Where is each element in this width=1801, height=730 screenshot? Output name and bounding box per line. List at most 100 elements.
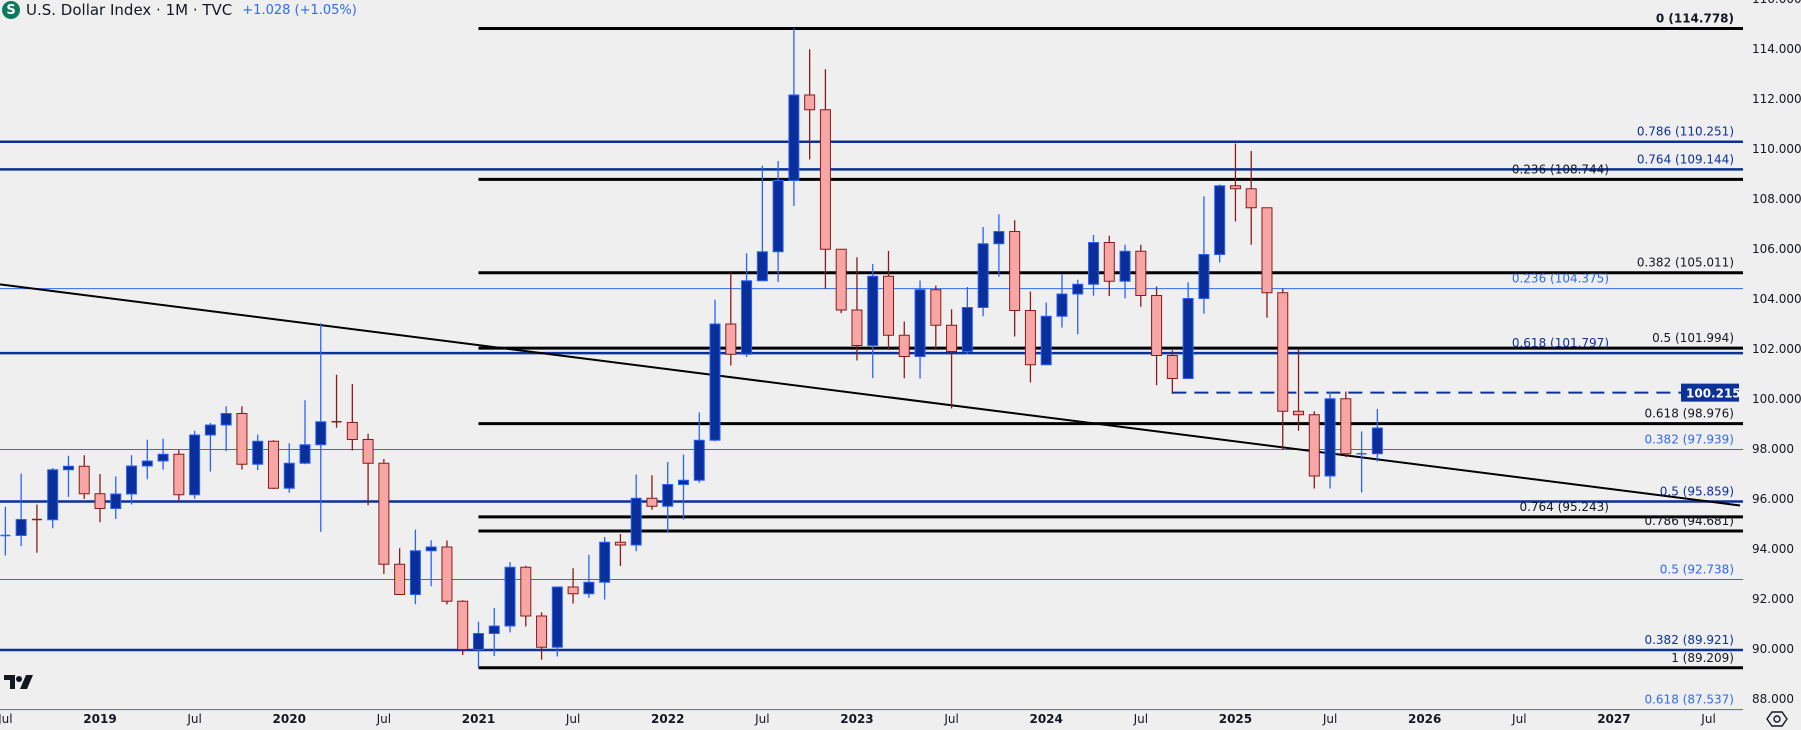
- candle-body[interactable]: [883, 275, 894, 336]
- candle-body[interactable]: [961, 307, 973, 352]
- candle-body[interactable]: [94, 493, 106, 509]
- candle-body[interactable]: [315, 421, 327, 446]
- fib-level-label: 0.618 (87.537): [1644, 693, 1734, 707]
- candle-body[interactable]: [236, 413, 248, 465]
- candle-body[interactable]: [1009, 231, 1021, 311]
- candle-body[interactable]: [1119, 250, 1131, 282]
- candle-body[interactable]: [488, 625, 500, 634]
- candle-body[interactable]: [47, 469, 59, 521]
- candle-body[interactable]: [394, 563, 406, 595]
- candle-body[interactable]: [977, 243, 989, 308]
- candle-body[interactable]: [1024, 310, 1036, 366]
- candle-body[interactable]: [725, 323, 737, 355]
- candle-body[interactable]: [1261, 207, 1273, 294]
- candle-body[interactable]: [362, 439, 374, 464]
- candle-body[interactable]: [614, 541, 626, 546]
- settings-gear-icon[interactable]: [1766, 711, 1788, 727]
- candle-body[interactable]: [62, 465, 74, 471]
- candle-body[interactable]: [662, 484, 674, 507]
- candle-body[interactable]: [173, 453, 185, 496]
- candle-body[interactable]: [126, 465, 138, 495]
- symbol-title[interactable]: U.S. Dollar Index · 1M · TVC: [26, 1, 233, 19]
- candle-body[interactable]: [914, 289, 926, 357]
- candle-body[interactable]: [1135, 250, 1147, 296]
- candle-body[interactable]: [157, 453, 169, 462]
- candle-body[interactable]: [819, 109, 831, 250]
- candle-body[interactable]: [1103, 242, 1115, 282]
- candle-body[interactable]: [1293, 410, 1305, 416]
- candle-body[interactable]: [1040, 315, 1052, 366]
- candle-body[interactable]: [1229, 185, 1241, 190]
- candle-body[interactable]: [283, 462, 295, 489]
- fib-level-label: 0.618 (101.797): [1512, 336, 1609, 350]
- candle-body[interactable]: [1371, 427, 1383, 455]
- candle-body[interactable]: [425, 546, 437, 552]
- candle-body[interactable]: [1324, 398, 1336, 477]
- candle-body[interactable]: [1308, 414, 1320, 477]
- candle-body[interactable]: [551, 586, 563, 648]
- x-axis-tick-label: 2024: [1029, 712, 1062, 726]
- candle-body[interactable]: [1088, 242, 1100, 285]
- candle-body[interactable]: [141, 460, 153, 467]
- tradingview-logo[interactable]: [4, 673, 34, 691]
- candle-body[interactable]: [15, 519, 27, 536]
- candle-body[interactable]: [110, 493, 122, 509]
- candle-body[interactable]: [1214, 185, 1226, 255]
- y-axis-tick-label: 92.000: [1752, 592, 1794, 606]
- candle-body[interactable]: [504, 566, 516, 627]
- candle-body[interactable]: [1277, 292, 1289, 412]
- x-axis-tick-label: Jul: [376, 712, 391, 726]
- candle-body[interactable]: [1198, 254, 1210, 299]
- candle-body[interactable]: [378, 462, 390, 565]
- y-axis-tick-label: 110.000: [1752, 142, 1801, 156]
- candle-body[interactable]: [946, 324, 958, 352]
- candle-body[interactable]: [299, 444, 311, 464]
- candle-body[interactable]: [567, 586, 579, 595]
- candle-body[interactable]: [646, 497, 658, 507]
- candle-body[interactable]: [993, 231, 1005, 245]
- fib-level-label: 0.382 (105.011): [1637, 256, 1734, 270]
- candle-body[interactable]: [788, 94, 800, 181]
- candle-body[interactable]: [204, 424, 216, 436]
- price-change: +1.028 (+1.05%): [242, 2, 357, 18]
- candle-body[interactable]: [457, 600, 469, 650]
- candle-body[interactable]: [677, 479, 689, 485]
- candle-body[interactable]: [599, 541, 611, 583]
- candle-body[interactable]: [536, 615, 548, 648]
- candle-body[interactable]: [756, 251, 768, 282]
- candle-body[interactable]: [1072, 283, 1084, 295]
- candle-body[interactable]: [630, 497, 642, 546]
- candle-body[interactable]: [267, 440, 279, 489]
- candle-body[interactable]: [1340, 398, 1352, 455]
- trendline[interactable]: [0, 283, 1741, 507]
- fib-level-label: 0.382 (97.939): [1644, 433, 1734, 447]
- x-axis-tick-label: 2023: [840, 712, 873, 726]
- candle-body[interactable]: [693, 439, 705, 481]
- candle-body[interactable]: [472, 633, 484, 650]
- candle-body[interactable]: [709, 323, 721, 441]
- candle-body[interactable]: [520, 566, 532, 617]
- candle-body[interactable]: [1245, 188, 1257, 209]
- candle-body[interactable]: [898, 334, 910, 357]
- candle-body[interactable]: [1056, 293, 1068, 317]
- candle-body[interactable]: [851, 309, 863, 346]
- candle-body[interactable]: [930, 289, 942, 326]
- candle-body[interactable]: [252, 440, 264, 465]
- candle-body[interactable]: [583, 581, 595, 595]
- candle-body[interactable]: [772, 180, 784, 253]
- candle-body[interactable]: [409, 550, 421, 595]
- candle-body[interactable]: [741, 280, 753, 355]
- candle-body[interactable]: [804, 94, 816, 111]
- candle-body[interactable]: [189, 434, 201, 496]
- candle-body[interactable]: [835, 248, 847, 311]
- candle-body[interactable]: [1166, 355, 1178, 379]
- candle-body[interactable]: [78, 465, 90, 495]
- candle-body[interactable]: [441, 546, 453, 602]
- candle-body[interactable]: [1182, 298, 1194, 379]
- candle-body[interactable]: [220, 413, 232, 426]
- candle-body[interactable]: [867, 275, 879, 346]
- y-axis-tick-label: 98.000: [1752, 442, 1794, 456]
- candle-body[interactable]: [1151, 295, 1163, 356]
- candle-body[interactable]: [346, 422, 358, 440]
